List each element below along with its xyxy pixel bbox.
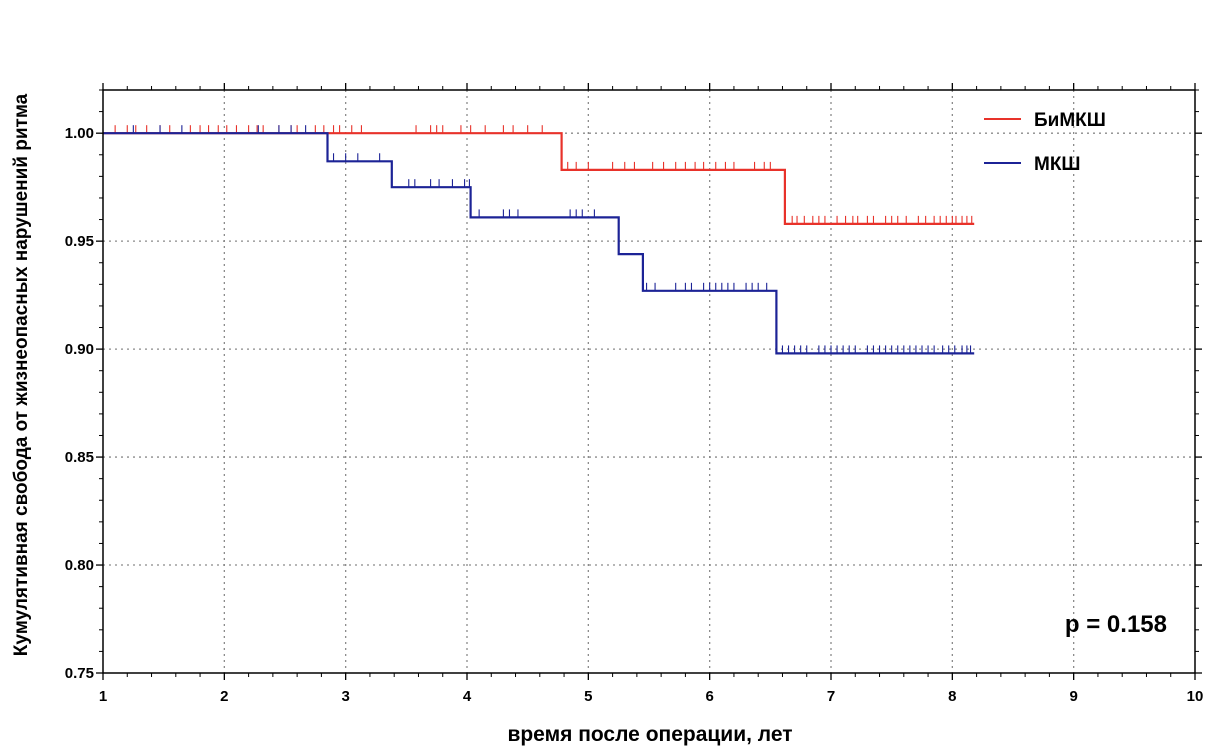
legend-label: БиМКШ — [1034, 110, 1106, 131]
x-tick-label: 2 — [220, 688, 228, 705]
p-value-annotation: p = 0.158 — [1065, 611, 1167, 638]
x-tick-label: 4 — [463, 688, 472, 705]
plot-frame — [102, 89, 1196, 674]
x-axis-title: время после операции, лет — [507, 723, 792, 746]
x-tick-label: 5 — [584, 688, 592, 705]
legend-label: МКШ — [1034, 154, 1081, 175]
y-tick-label: 0.95 — [65, 233, 94, 250]
survival-curve — [103, 132, 975, 355]
x-tick-label: 3 — [341, 688, 349, 705]
x-tick-label: 10 — [1187, 688, 1204, 705]
y-tick-label: 1.00 — [65, 125, 94, 142]
y-tick-label: 0.80 — [65, 557, 94, 574]
series-layer — [103, 125, 975, 355]
y-tick-label: 0.75 — [65, 665, 94, 682]
x-tick-label: 1 — [99, 688, 107, 705]
y-tick-label: 0.85 — [65, 449, 94, 466]
x-tick-label: 6 — [705, 688, 713, 705]
legend: БиМКШ МКШ — [984, 110, 1106, 175]
series-2 — [103, 125, 975, 355]
survival-curve — [103, 132, 975, 225]
x-tick-label: 9 — [1069, 688, 1077, 705]
x-tick-label: 7 — [827, 688, 835, 705]
plot-area — [103, 90, 1195, 673]
y-axis-title: Кумулятивная свобода от жизнеопасных нар… — [11, 93, 32, 656]
y-tick-label: 0.90 — [65, 341, 94, 358]
axes: 1 2 3 4 5 6 7 8 9 10 0.75 0.80 0.85 0.90 0.95 1.00 — [65, 83, 1204, 705]
x-tick-label: 8 — [948, 688, 956, 705]
